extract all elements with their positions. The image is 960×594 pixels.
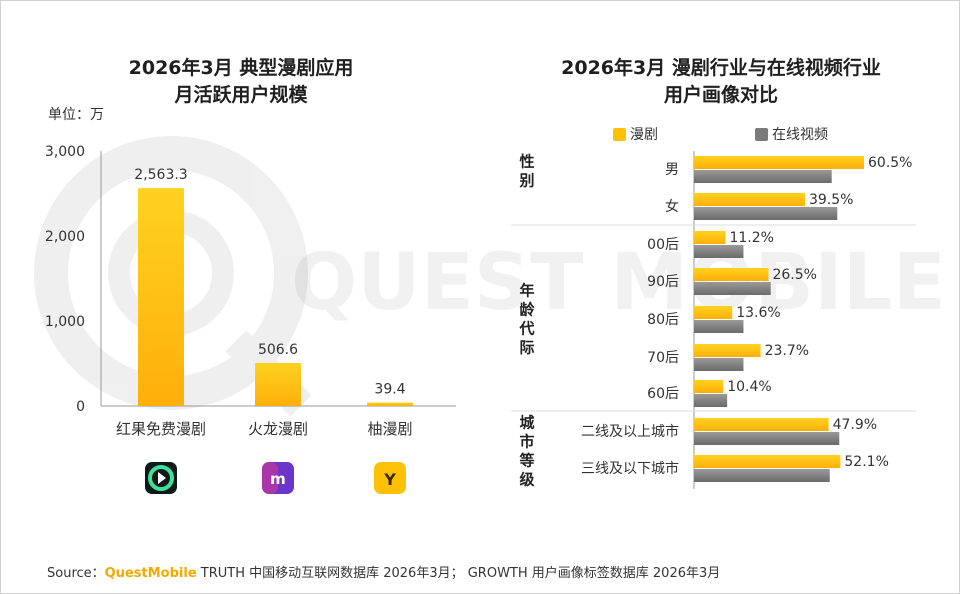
y-tick-label: 0 [76, 399, 85, 415]
y-tick-label: 2,000 [45, 229, 85, 245]
y-tick-label: 1,000 [45, 314, 85, 330]
right-title-line1: 2026年3月 漫剧行业与在线视频行业 [561, 57, 881, 79]
source-text: TRUTH 中国移动互联网数据库 2026年3月； GROWTH 用户画像标签数… [196, 566, 721, 581]
online-video-bar [694, 170, 832, 183]
bar-1 [138, 188, 184, 406]
legend-item-manju: 漫剧 [613, 125, 658, 143]
manju-bar [694, 380, 724, 393]
left-chart-title: 2026年3月 典型漫剧应用 月活跃用户规模 [61, 55, 421, 109]
bar-value-label: 39.4 [374, 382, 405, 398]
bar-value-label: 2,563.3 [134, 167, 187, 183]
manju-bar [694, 418, 829, 431]
source-prefix: Source： [47, 566, 105, 581]
manju-bar [694, 193, 805, 206]
row-category-label: 60后 [647, 386, 679, 402]
manju-value-label: 13.6% [736, 305, 780, 321]
online-video-bar [694, 245, 744, 258]
unit-label: 单位：万 [48, 107, 104, 123]
manju-value-label: 60.5% [868, 155, 912, 171]
left-title-line1: 2026年3月 典型漫剧应用 [128, 57, 354, 79]
row-category-label: 三线及以下城市 [581, 460, 679, 477]
row-category-label: 男 [665, 162, 679, 178]
source-brand: QuestMobile [104, 566, 197, 581]
bar-3 [367, 402, 413, 406]
online-video-bar [694, 394, 728, 407]
x-category-label: 火龙漫剧 [248, 420, 308, 438]
online-video-bar [694, 320, 744, 333]
svg-text:Y: Y [383, 470, 396, 489]
right-chart-title: 2026年3月 漫剧行业与在线视频行业 用户画像对比 [521, 55, 921, 109]
manju-bar [694, 455, 841, 468]
watermark-text: QUEST MOBILE [291, 238, 946, 328]
online-video-bar [694, 432, 840, 445]
manju-bar [694, 231, 726, 244]
online-video-bar [694, 358, 744, 371]
row-category-label: 00后 [647, 237, 679, 253]
row-category-label: 二线及以上城市 [581, 423, 679, 440]
manju-bar [694, 156, 864, 169]
right-title-line2: 用户画像对比 [663, 84, 778, 106]
legend-label-manju: 漫剧 [630, 127, 658, 143]
group-label: 性别 [518, 153, 534, 190]
source-note: Source：QuestMobile TRUTH 中国移动互联网数据库 2026… [47, 562, 720, 581]
row-category-label: 70后 [647, 350, 679, 366]
manju-bar [694, 268, 769, 281]
manju-bar [694, 344, 761, 357]
huolong-app-icon: m [262, 462, 294, 494]
legend-swatch-gray [755, 127, 768, 141]
legend-label-online-video: 在线视频 [772, 127, 828, 143]
left-title-line2: 月活跃用户规模 [174, 84, 308, 106]
legend-swatch-gold [613, 127, 626, 141]
hongguo-app-icon [145, 462, 177, 494]
manju-value-label: 47.9% [833, 417, 877, 433]
bar-2 [255, 362, 301, 406]
manju-value-label: 10.4% [727, 379, 771, 395]
row-category-label: 女 [665, 198, 679, 215]
x-category-label: 柚漫剧 [367, 420, 412, 438]
manju-value-label: 52.1% [844, 454, 888, 470]
youman-app-icon: Y [374, 462, 406, 494]
svg-text:m: m [270, 470, 286, 488]
manju-value-label: 26.5% [772, 267, 816, 283]
manju-value-label: 39.5% [809, 192, 853, 208]
row-category-label: 90后 [647, 274, 679, 290]
x-category-label: 红果免费漫剧 [116, 420, 206, 438]
manju-value-label: 11.2% [729, 230, 773, 246]
manju-bar [694, 306, 733, 319]
group-label: 城市等级 [519, 414, 535, 489]
online-video-bar [694, 207, 838, 220]
bar-value-label: 506.6 [258, 342, 298, 358]
online-video-bar [694, 469, 830, 482]
group-label: 年龄代际 [518, 282, 535, 357]
legend-item-online-video: 在线视频 [755, 125, 828, 143]
online-video-bar [694, 282, 771, 295]
manju-value-label: 23.7% [765, 343, 809, 359]
row-category-label: 80后 [647, 312, 679, 328]
y-tick-label: 3,000 [45, 144, 85, 160]
